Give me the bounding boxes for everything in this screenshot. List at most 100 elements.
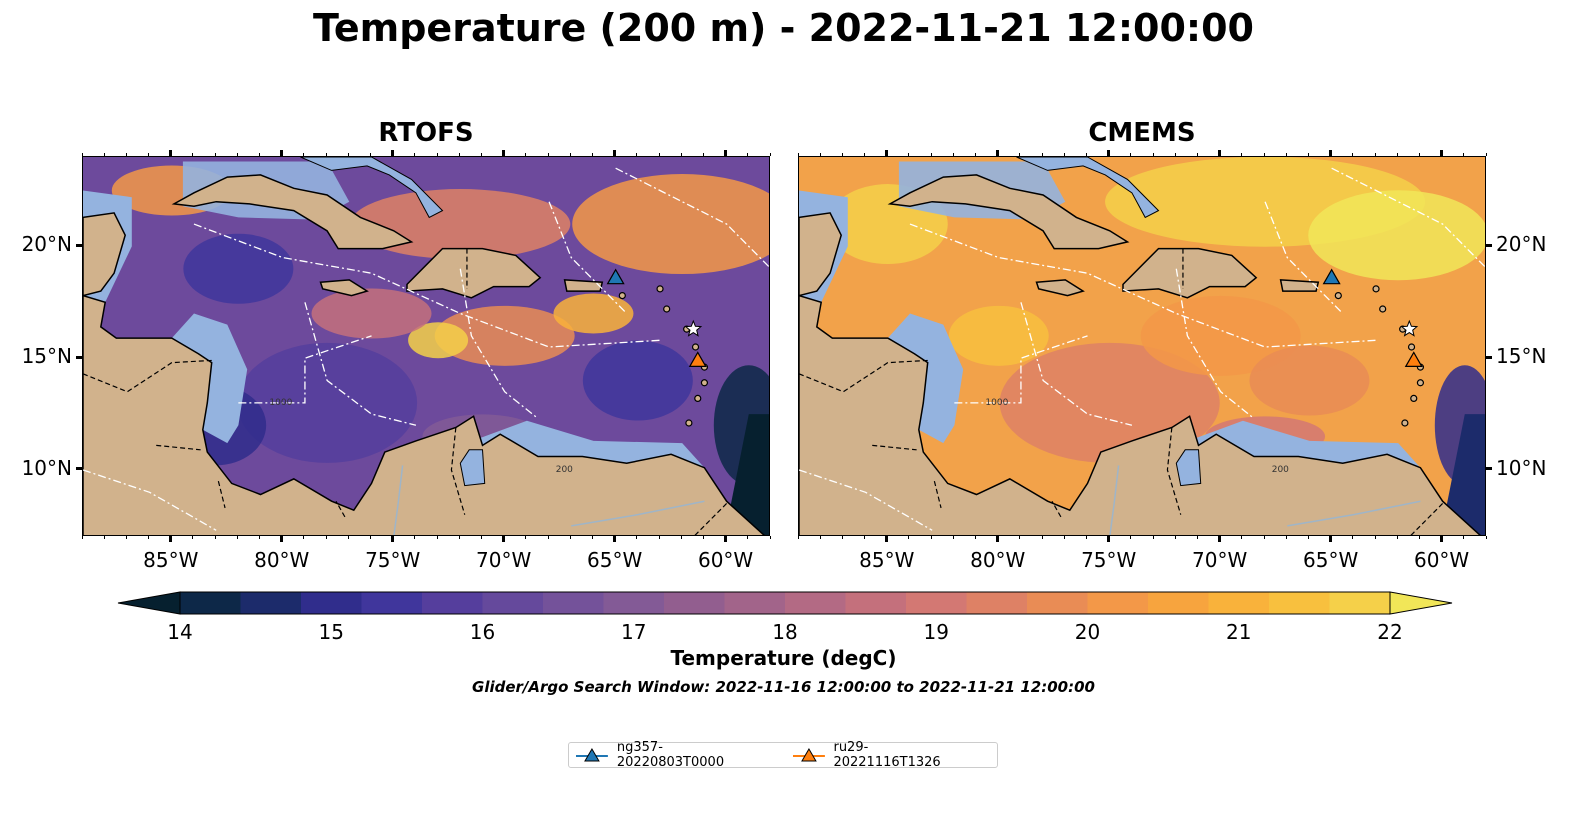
colorbar-segment bbox=[966, 592, 1028, 614]
colorbar-segment bbox=[1027, 592, 1088, 614]
lon-minor-tick bbox=[503, 536, 505, 539]
lon-minor-tick bbox=[259, 153, 261, 156]
lon-tick-mark-bottom bbox=[885, 536, 889, 542]
lon-minor-tick bbox=[392, 536, 394, 539]
lon-minor-tick bbox=[614, 153, 616, 156]
colorbar-tick-label: 15 bbox=[318, 620, 344, 644]
island bbox=[1334, 291, 1342, 300]
lon-tick-label: 60°W bbox=[1413, 548, 1470, 572]
colorbar-segment bbox=[1208, 592, 1270, 614]
map-svg-cmems: 1000 200 bbox=[799, 157, 1485, 535]
lon-minor-tick bbox=[1219, 536, 1221, 539]
contour-label-200: 200 bbox=[1272, 465, 1289, 475]
eez-boundary bbox=[1175, 268, 1255, 420]
island bbox=[656, 285, 664, 293]
lon-minor-tick bbox=[769, 536, 771, 539]
lon-minor-tick bbox=[1441, 536, 1443, 539]
eez-boundary bbox=[909, 223, 1377, 348]
colorbar-tick-label: 20 bbox=[1074, 620, 1101, 644]
lat-tick-label-left: 10°N bbox=[21, 455, 72, 480]
panel-title-cmems: CMEMS bbox=[1088, 118, 1196, 148]
colorbar-segment bbox=[845, 592, 907, 614]
lon-minor-tick bbox=[125, 536, 127, 539]
lon-minor-tick bbox=[1130, 536, 1132, 539]
start-marker-ru29-start bbox=[1400, 319, 1419, 337]
lon-minor-tick bbox=[1263, 536, 1265, 539]
lon-tick-mark-bottom bbox=[613, 536, 617, 542]
lon-tick-label: 70°W bbox=[1192, 548, 1248, 572]
lon-minor-tick bbox=[1219, 153, 1221, 156]
island bbox=[694, 394, 702, 403]
temperature-region bbox=[311, 288, 432, 339]
colorbar-segment bbox=[603, 592, 665, 614]
lon-minor-tick bbox=[1196, 153, 1198, 156]
lat-tick-label-right: 20°N bbox=[1496, 232, 1547, 257]
lon-minor-tick bbox=[325, 536, 327, 539]
country-border bbox=[799, 359, 928, 393]
lon-minor-tick bbox=[480, 153, 482, 156]
lon-minor-tick bbox=[1418, 536, 1420, 539]
island bbox=[691, 343, 700, 351]
island bbox=[663, 305, 671, 313]
lat-tick-label-left: 20°N bbox=[21, 232, 72, 257]
eez-boundary bbox=[83, 469, 217, 531]
colorbar-segment bbox=[1269, 592, 1330, 614]
lon-tick-label: 80°W bbox=[254, 548, 310, 572]
lon-minor-tick bbox=[1063, 536, 1065, 539]
temperature-region bbox=[434, 305, 575, 366]
lon-minor-tick bbox=[658, 153, 660, 156]
map-panel-cmems: 1000 200 bbox=[798, 156, 1486, 536]
lon-tick-label: 75°W bbox=[365, 548, 421, 572]
lon-minor-tick bbox=[747, 536, 749, 539]
yucatan-land bbox=[83, 212, 127, 297]
triangle-marker-icon bbox=[792, 748, 825, 762]
lat-tick-label-left: 15°N bbox=[21, 344, 72, 369]
lon-minor-tick bbox=[1174, 536, 1176, 539]
lon-minor-tick bbox=[747, 153, 749, 156]
lon-minor-tick bbox=[819, 536, 821, 539]
legend: ng357-20220803T0000 ru29-20221116T1326 bbox=[568, 740, 998, 770]
lon-minor-tick bbox=[952, 536, 954, 539]
lon-minor-tick bbox=[1307, 536, 1309, 539]
cuba-land bbox=[887, 174, 1130, 250]
lon-tick-label: 70°W bbox=[476, 548, 532, 572]
lon-tick-mark-bottom bbox=[1440, 536, 1444, 542]
lat-tick-mark-right bbox=[1486, 467, 1492, 471]
venezuela-shelf bbox=[460, 420, 705, 468]
lon-tick-mark-bottom bbox=[1329, 536, 1333, 542]
lon-tick-mark-bottom bbox=[1107, 536, 1111, 542]
eez-boundary bbox=[1331, 167, 1485, 268]
colorbar-tick-label: 14 bbox=[167, 620, 193, 644]
lon-minor-tick bbox=[480, 536, 482, 539]
lon-minor-tick bbox=[591, 536, 593, 539]
lon-tick-label: 65°W bbox=[587, 548, 643, 572]
lon-minor-tick bbox=[81, 536, 83, 539]
country-border bbox=[1166, 427, 1182, 515]
lat-tick-mark-left bbox=[76, 243, 82, 247]
temperature-region bbox=[1140, 295, 1301, 376]
lon-minor-tick bbox=[1108, 536, 1110, 539]
colorbar-outline bbox=[179, 591, 1391, 615]
lon-minor-tick bbox=[1463, 153, 1465, 156]
country-border bbox=[450, 427, 466, 515]
central-south-america-land bbox=[799, 294, 1481, 535]
colorbar-segment bbox=[543, 592, 604, 614]
lon-minor-tick bbox=[975, 536, 977, 539]
lon-minor-tick bbox=[1485, 536, 1487, 539]
lon-minor-tick bbox=[547, 536, 549, 539]
figure-title: Temperature (200 m) - 2022-11-21 12:00:0… bbox=[312, 6, 1254, 50]
colorbar-label: Temperature (degC) bbox=[670, 646, 897, 670]
lon-minor-tick bbox=[525, 536, 527, 539]
lon-minor-tick bbox=[1041, 153, 1043, 156]
lon-minor-tick bbox=[930, 153, 932, 156]
lon-minor-tick bbox=[997, 153, 999, 156]
lon-minor-tick bbox=[1174, 153, 1176, 156]
country-border bbox=[217, 480, 226, 509]
lon-minor-tick bbox=[1352, 536, 1354, 539]
eez-boundary bbox=[954, 335, 1088, 404]
lon-minor-tick bbox=[347, 153, 349, 156]
colorbar-tick-label: 17 bbox=[621, 620, 647, 644]
lon-minor-tick bbox=[1418, 153, 1420, 156]
lon-tick-mark-bottom bbox=[169, 536, 173, 542]
island bbox=[1410, 394, 1418, 403]
